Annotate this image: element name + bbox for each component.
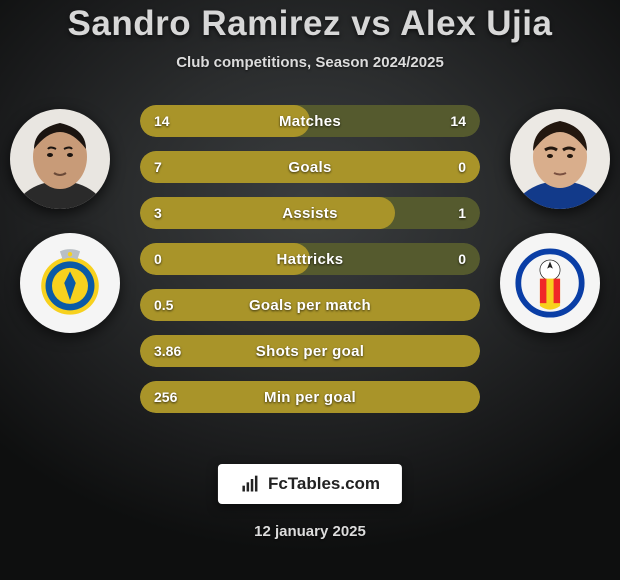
player2-avatar-svg: [510, 109, 610, 209]
stat-row: 70Goals: [140, 151, 480, 183]
player1-club-crest: [20, 233, 120, 333]
player2-club-crest: [500, 233, 600, 333]
stat-row: 0.5Goals per match: [140, 289, 480, 321]
subtitle: Club competitions, Season 2024/2025: [176, 54, 444, 71]
card-content: Sandro Ramirez vs Alex Ujia Club competi…: [0, 0, 620, 580]
fctables-logo-icon: [240, 474, 260, 494]
crest-left-svg: [34, 247, 106, 319]
stat-label: Assists: [140, 197, 480, 229]
stat-label: Shots per goal: [140, 335, 480, 367]
stat-row: 00Hattricks: [140, 243, 480, 275]
stat-label: Hattricks: [140, 243, 480, 275]
stat-row: 256Min per goal: [140, 381, 480, 413]
stat-label: Goals per match: [140, 289, 480, 321]
stat-label: Goals: [140, 151, 480, 183]
stat-bars-container: 1414Matches 70Goals 31Assists 00Hattricks 0.…: [140, 105, 480, 413]
player2-name: Alex Ujia: [400, 4, 552, 43]
stat-row: 3.86Shots per goal: [140, 335, 480, 367]
source-badge: FcTables.com: [218, 464, 402, 504]
middle-area: 1414Matches 70Goals 31Assists 00Hattricks 0.…: [0, 71, 620, 580]
crest-right-svg: [514, 247, 586, 319]
comparison-title: Sandro Ramirez vs Alex Ujia: [68, 4, 553, 44]
vs-separator: vs: [351, 4, 391, 43]
stat-label: Min per goal: [140, 381, 480, 413]
stat-row: 1414Matches: [140, 105, 480, 137]
source-name: FcTables.com: [268, 474, 380, 494]
snapshot-date: 12 january 2025: [254, 523, 366, 540]
stat-row: 31Assists: [140, 197, 480, 229]
player1-avatar: [10, 109, 110, 209]
player2-avatar: [510, 109, 610, 209]
player1-avatar-svg: [10, 109, 110, 209]
stat-label: Matches: [140, 105, 480, 137]
player1-name: Sandro Ramirez: [68, 4, 341, 43]
